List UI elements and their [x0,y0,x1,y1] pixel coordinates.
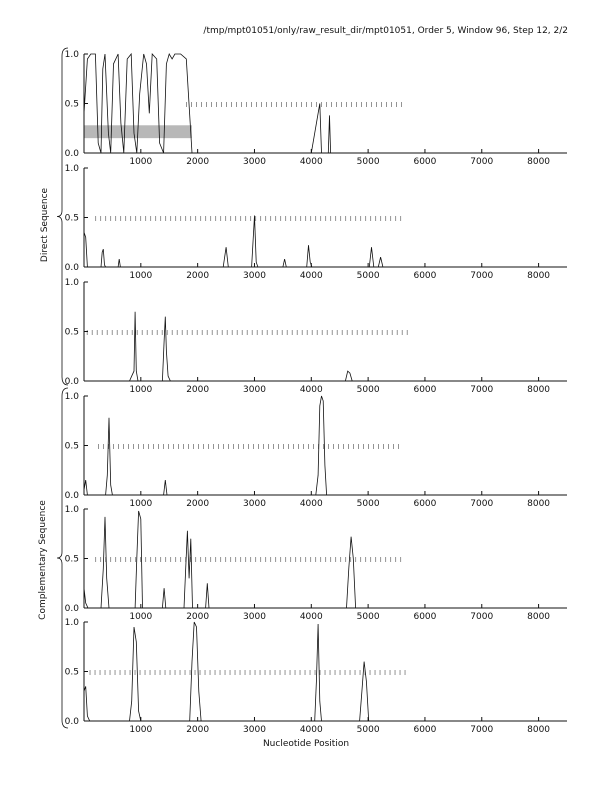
x-tick-label: 6000 [413,499,436,509]
x-tick-label: 8000 [527,271,550,281]
x-tick-label: 3000 [243,385,266,395]
x-tick-label: 3000 [243,157,266,167]
series-line [83,621,567,722]
x-tick-label: 1000 [129,271,152,281]
x-tick-label: 2000 [186,271,209,281]
x-tick-label: 4000 [300,499,323,509]
x-tick-label: 6000 [413,271,436,281]
y-tick-label: 0.0 [65,263,80,273]
x-tick-label: 8000 [527,612,550,622]
x-tick-label: 3000 [243,271,266,281]
x-tick-label: 3000 [243,612,266,622]
x-tick-label: 2000 [186,612,209,622]
x-tick-label: 2000 [186,385,209,395]
group-brackets [56,47,69,729]
x-tick-label: 2000 [186,725,209,735]
panel-3: 0.0 0.5 1.0 1000 2000 3000 4000 5000 6000 7000 800… [65,278,567,395]
y-tick-label: 0.5 [65,328,79,338]
series-line [84,311,567,382]
x-tick-label: 7000 [470,612,493,622]
panel-6: 0.0 0.5 1.0 1000 2000 3000 4000 5000 6000 7000 800… [65,618,567,735]
x-tick-label: 4000 [300,271,323,281]
x-tick-label: 6000 [413,725,436,735]
y-tick-label: 0.5 [65,100,79,110]
y-tick-label: 1.0 [65,50,80,60]
y-tick-label: 1.0 [65,505,80,515]
x-tick-label: 4000 [300,385,323,395]
x-tick-label: 1000 [129,157,152,167]
x-tick-label: 4000 [300,725,323,735]
panel-5: 0.0 0.5 1.0 1000 2000 3000 4000 5000 6000 7000 800… [65,505,567,622]
y-tick-label: 1.0 [65,164,80,174]
y-tick-label: 0.5 [65,555,79,565]
x-tick-label: 7000 [470,725,493,735]
series-line [83,510,567,609]
x-tick-label: 5000 [357,725,380,735]
x-tick-label: 4000 [300,157,323,167]
chart-panels: 0.0 0.5 1.0 1000 2000 3000 4000 5000 6000 7000 800… [65,50,567,735]
panel-4: 0.0 0.5 1.0 1000 2000 3000 4000 5000 6000 7000 800… [65,392,567,509]
x-tick-label: 1000 [129,612,152,622]
x-tick-label: 4000 [300,612,323,622]
direct-sequence-bracket [56,47,69,386]
x-tick-label: 5000 [357,271,380,281]
x-tick-label: 5000 [357,499,380,509]
x-tick-label: 2000 [186,157,209,167]
y-tick-label: 0.0 [65,717,80,727]
series-line [83,215,567,268]
y-tick-label: 0.0 [65,491,80,501]
x-tick-label: 3000 [243,499,266,509]
x-tick-label: 2000 [186,499,209,509]
x-tick-label: 1000 [129,499,152,509]
y-tick-label: 0.0 [65,149,80,159]
x-tick-label: 7000 [470,499,493,509]
y-tick-label: 1.0 [65,278,80,288]
y-tick-label: 1.0 [65,392,80,402]
x-tick-label: 6000 [413,385,436,395]
series-line [83,52,567,154]
chart-title: /tmp/mpt01051/only/raw_result_dir/mpt010… [203,26,568,36]
panel-1: 0.0 0.5 1.0 1000 2000 3000 4000 5000 6000 7000 800… [65,50,567,167]
complementary-sequence-bracket [56,387,69,729]
x-tick-label: 6000 [413,612,436,622]
y-tick-label: 0.5 [65,214,79,224]
x-tick-label: 5000 [357,157,380,167]
panel-2: 0.0 0.5 1.0 1000 2000 3000 4000 5000 6000 7000 800… [65,164,567,281]
x-tick-label: 1000 [129,725,152,735]
x-tick-label: 1000 [129,385,152,395]
x-tick-label: 3000 [243,725,266,735]
y-tick-label: 0.5 [65,668,79,678]
y-tick-label: 0.0 [65,604,80,614]
x-axis-label: Nucleotide Position [262,739,350,749]
y-tick-label: 0.0 [65,377,80,387]
x-tick-label: 5000 [357,385,380,395]
x-tick-label: 7000 [470,385,493,395]
y-tick-label: 1.0 [65,618,80,628]
x-tick-label: 8000 [527,499,550,509]
y-tick-label: 0.5 [65,442,79,452]
x-tick-label: 8000 [527,725,550,735]
x-tick-label: 8000 [527,157,550,167]
x-tick-label: 7000 [470,271,493,281]
x-tick-label: 5000 [357,612,380,622]
x-tick-label: 8000 [527,385,550,395]
x-tick-label: 6000 [413,157,436,167]
series-line [83,395,567,496]
x-tick-label: 7000 [470,157,493,167]
